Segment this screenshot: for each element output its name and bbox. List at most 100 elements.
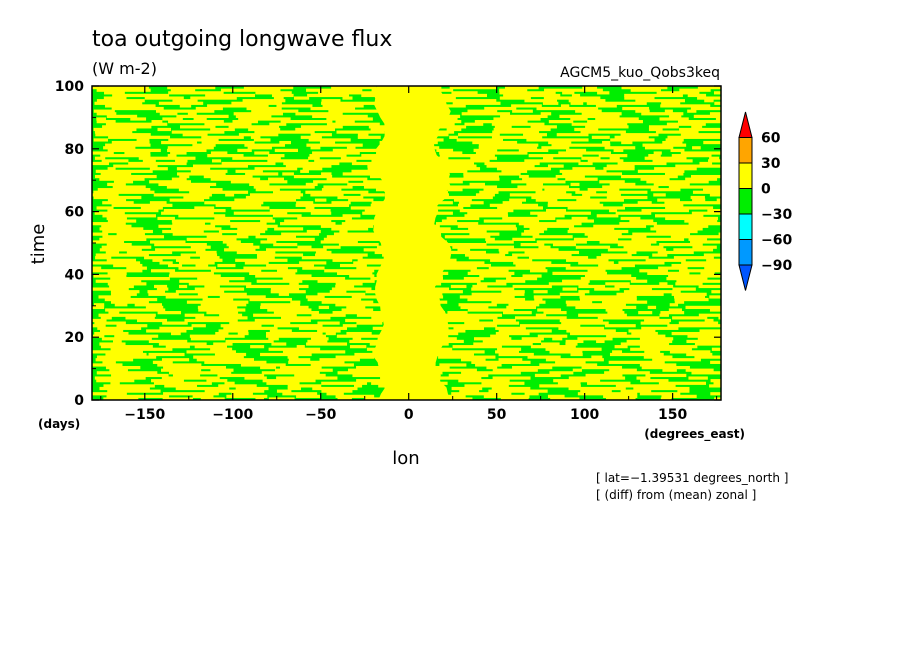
field-cell bbox=[439, 331, 459, 336]
field-cell bbox=[713, 91, 721, 95]
field-cell bbox=[287, 386, 301, 391]
field-cell bbox=[565, 148, 587, 153]
field-cell bbox=[565, 342, 578, 346]
field-cell bbox=[171, 177, 187, 181]
field-cell bbox=[206, 311, 239, 315]
field-cell bbox=[217, 373, 265, 378]
field-cell bbox=[540, 112, 552, 116]
x-tick-label: 150 bbox=[658, 407, 687, 423]
field-cell bbox=[647, 271, 690, 275]
field-cell bbox=[350, 206, 393, 210]
field-cell bbox=[159, 261, 173, 265]
field-cell bbox=[501, 169, 528, 173]
field-cell bbox=[158, 224, 216, 228]
field-cell bbox=[478, 146, 538, 150]
field-cell bbox=[543, 311, 567, 315]
field-cell bbox=[621, 174, 678, 179]
x-axis-label: lon bbox=[392, 448, 419, 469]
field-cell bbox=[432, 290, 463, 294]
field-cell bbox=[204, 122, 252, 126]
field-cell bbox=[231, 206, 270, 210]
field-cell bbox=[524, 250, 580, 255]
field-cell bbox=[606, 164, 635, 168]
field-cell bbox=[536, 106, 599, 111]
field-cell bbox=[636, 376, 651, 380]
field-cell bbox=[272, 190, 301, 194]
field-cell bbox=[267, 237, 315, 241]
field-cell bbox=[244, 261, 269, 265]
colorbar-segment bbox=[738, 162, 753, 189]
field-cell bbox=[100, 345, 153, 349]
field-cell bbox=[335, 120, 355, 124]
field-cell bbox=[107, 167, 116, 171]
field-cell bbox=[98, 313, 156, 317]
field-cell bbox=[285, 164, 332, 168]
field-cell bbox=[641, 208, 689, 213]
field-cell bbox=[617, 243, 651, 247]
field-cell bbox=[587, 159, 624, 163]
chart-title: toa outgoing longwave flux bbox=[92, 27, 392, 52]
field-cell bbox=[644, 350, 661, 354]
field-cell bbox=[287, 384, 322, 388]
field-cell bbox=[645, 373, 687, 378]
field-cell bbox=[103, 397, 139, 400]
field-cell bbox=[306, 88, 363, 92]
field-cell bbox=[108, 135, 171, 139]
field-cell bbox=[96, 355, 157, 359]
y-tick-label: 100 bbox=[55, 79, 84, 95]
field-cell bbox=[269, 329, 292, 333]
field-cell bbox=[492, 376, 531, 380]
field-cell bbox=[176, 167, 211, 171]
field-cell bbox=[103, 96, 127, 100]
field-cell bbox=[471, 360, 531, 364]
field-cell bbox=[548, 120, 574, 124]
field-cell bbox=[148, 339, 188, 344]
field-cell bbox=[666, 277, 708, 281]
field-cell bbox=[457, 248, 471, 252]
field-cell bbox=[246, 106, 282, 111]
field-cell bbox=[305, 206, 315, 210]
field-cell bbox=[315, 253, 368, 257]
field-cell bbox=[661, 394, 697, 398]
field-cell bbox=[99, 237, 147, 241]
field-cell bbox=[261, 371, 320, 375]
field-cell bbox=[238, 117, 291, 121]
field-cell bbox=[92, 350, 143, 354]
field-cell bbox=[335, 355, 375, 359]
field-cell bbox=[639, 269, 668, 273]
field-cell bbox=[547, 164, 564, 168]
field-cell bbox=[302, 266, 325, 270]
field-cell bbox=[498, 352, 534, 357]
field-cell bbox=[474, 120, 528, 124]
field-cell bbox=[274, 148, 298, 153]
field-cell bbox=[137, 318, 168, 323]
field-cell bbox=[680, 151, 721, 155]
field-cell bbox=[125, 316, 155, 320]
field-cell bbox=[437, 316, 498, 320]
field-cell bbox=[154, 284, 168, 289]
field-cell bbox=[158, 182, 217, 187]
field-cell bbox=[95, 253, 149, 257]
field-cell bbox=[491, 386, 531, 391]
field-cell bbox=[685, 177, 718, 181]
field-cell bbox=[305, 182, 318, 187]
field-cell bbox=[514, 316, 567, 320]
field-cell bbox=[691, 174, 721, 179]
field-cell bbox=[100, 316, 112, 320]
field-cell bbox=[96, 379, 135, 383]
field-cell bbox=[284, 219, 332, 223]
field-cell bbox=[243, 86, 294, 90]
field-cell bbox=[488, 389, 548, 393]
field-cell bbox=[548, 140, 572, 145]
field-cell bbox=[429, 261, 485, 265]
field-cell bbox=[274, 227, 304, 231]
field-cell bbox=[319, 140, 336, 145]
field-cell bbox=[453, 198, 472, 202]
field-cell bbox=[688, 237, 708, 241]
field-cell bbox=[222, 240, 241, 244]
field-cell bbox=[599, 180, 625, 184]
field-cell bbox=[273, 324, 323, 328]
field-cell bbox=[206, 235, 249, 239]
field-cell bbox=[260, 305, 309, 310]
field-cell bbox=[346, 146, 356, 150]
